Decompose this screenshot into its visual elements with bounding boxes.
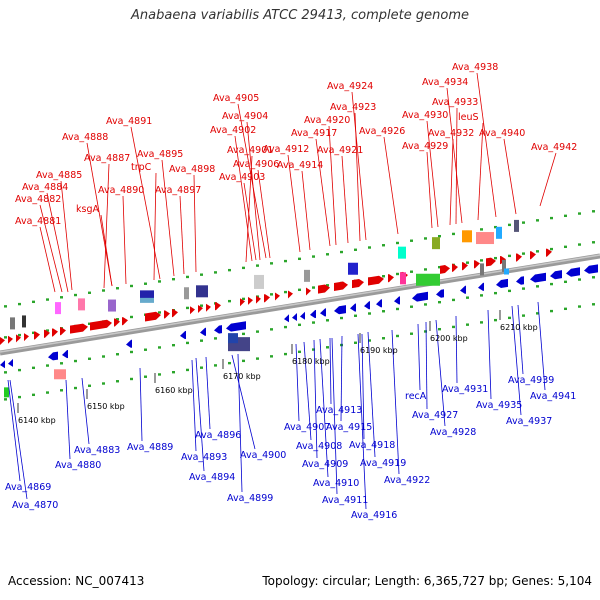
gene-label-reverse: Ava_4928 <box>430 427 476 438</box>
gene-label-forward: Ava_4891 <box>106 116 152 127</box>
gene-label-forward: Ava_4924 <box>327 81 373 92</box>
scale-label: 6210 kbp <box>500 323 538 332</box>
scale-label: 6180 kbp <box>292 357 330 366</box>
gene-label-reverse: Ava_4870 <box>12 500 58 511</box>
accession-label: Accession: NC_007413 <box>8 574 145 588</box>
gene-label-forward: Ava_4902 <box>210 125 256 136</box>
gene-label-forward: Ava_4926 <box>359 126 405 137</box>
gene-label-forward: leuS <box>458 112 479 123</box>
gene-label-reverse: Ava_4935 <box>476 400 522 411</box>
gene-label-forward: Ava_4921 <box>317 145 363 156</box>
gene-labels: Ava_4881 Ava_4882Ava_4884Ava_4885Ava_4887… <box>5 62 577 521</box>
gene-label-reverse: Ava_4919 <box>360 458 406 469</box>
gene-label-reverse: Ava_4893 <box>181 452 227 463</box>
gene-label-forward: Ava_4912 <box>263 144 309 155</box>
gene-label-forward: Ava_4942 <box>531 142 577 153</box>
gene-label-forward: Ava_4897 <box>155 185 201 196</box>
gene-label-reverse: Ava_4911 <box>322 495 368 506</box>
gene-label-forward: Ava_4923 <box>330 102 376 113</box>
gene-label-reverse: Ava_4918 <box>349 440 395 451</box>
gene-label-forward: ksgA <box>76 204 99 215</box>
gene-label-reverse: Ava_4908 <box>296 441 342 452</box>
gene-label-reverse: Ava_4909 <box>302 459 348 470</box>
gene-label-forward: Ava_4934 <box>422 77 468 88</box>
scale-label: 6170 kbp <box>223 372 261 381</box>
gene-label-forward: Ava_4903 <box>219 172 265 183</box>
gene-label-forward: Ava_4938 <box>452 62 498 73</box>
gene-label-forward: Ava_4917 <box>291 128 337 139</box>
gene-label-reverse: Ava_4913 <box>316 405 362 416</box>
gene-label-reverse: Ava_4900 <box>240 450 286 461</box>
gene-label-forward: Ava_4898 <box>169 164 215 175</box>
label-leaders <box>7 72 557 510</box>
gene-label-reverse: Ava_4927 <box>412 410 458 421</box>
gene-label-reverse: recA <box>405 391 427 402</box>
scale-label: 6190 kbp <box>360 346 398 355</box>
gene-label-reverse: Ava_4894 <box>189 472 235 483</box>
gene-label-reverse: Ava_4883 <box>74 445 120 456</box>
gene-label-reverse: Ava_4916 <box>351 510 397 521</box>
backbone-line <box>0 253 600 356</box>
gene-label-forward: Ava_4888 <box>62 132 108 143</box>
gene-label-forward: Ava_4929 <box>402 141 448 152</box>
scale-label: 6150 kbp <box>87 402 125 411</box>
gene-label-reverse: Ava_4907 <box>284 422 330 433</box>
gene-label-forward: Ava_4884 <box>22 182 68 193</box>
gene-label-forward: Ava_4930 <box>402 110 448 121</box>
gene-label-forward: Ava_4905 <box>213 93 259 104</box>
gene-label-reverse: Ava_4915 <box>326 422 372 433</box>
gene-label-reverse: Ava_4922 <box>384 475 430 486</box>
gene-label-forward: Ava_4940 <box>479 128 525 139</box>
gene-label-forward: Ava_4901 <box>227 145 273 156</box>
gene-label-forward: trpC <box>131 162 152 173</box>
gene-label-forward: Ava_4914 <box>277 160 323 171</box>
scale-label: 6200 kbp <box>430 334 468 343</box>
gene-label-forward: Ava_4920 <box>304 115 350 126</box>
gene-label-reverse: Ava_4899 <box>227 493 273 504</box>
gene-label-forward: Ava_4887 <box>84 153 130 164</box>
genome-summary: Topology: circular; Length: 6,365,727 bp… <box>262 574 592 588</box>
gene-features <box>0 219 598 398</box>
gene-label-forward: Ava_4906 <box>233 159 279 170</box>
gene-label-forward: Ava_4933 <box>432 97 478 108</box>
scale-label: 6160 kbp <box>155 386 193 395</box>
gene-label-forward: Ava_4882 <box>15 194 61 205</box>
gene-label-forward: Ava_4890 <box>98 185 144 196</box>
scale-label: 6140 kbp <box>18 416 56 425</box>
gene-label-forward: Ava_4932 <box>428 128 474 139</box>
backbone-highlight <box>0 254 600 353</box>
gene-label-forward: Ava_4881 <box>15 216 61 227</box>
gene-label-reverse: Ava_4910 <box>313 478 359 489</box>
gene-label-forward: Ava_4904 <box>222 111 268 122</box>
gene-label-forward: Ava_4895 <box>137 149 183 160</box>
gene-label-reverse: Ava_4931 <box>442 384 488 395</box>
page-title: Anabaena variabilis ATCC 29413, complete… <box>131 8 469 23</box>
gene-label-reverse: Ava_4869 <box>5 482 51 493</box>
gene-label-reverse: Ava_4937 <box>506 416 552 427</box>
gene-label-reverse: Ava_4939 <box>508 375 554 386</box>
gene-label-reverse: Ava_4889 <box>127 442 173 453</box>
gene-label-reverse: Ava_4941 <box>530 391 576 402</box>
gene-label-forward: Ava_4885 <box>36 170 82 181</box>
gene-label-reverse: Ava_4896 <box>195 430 241 441</box>
gene-label-reverse: Ava_4880 <box>55 460 101 471</box>
